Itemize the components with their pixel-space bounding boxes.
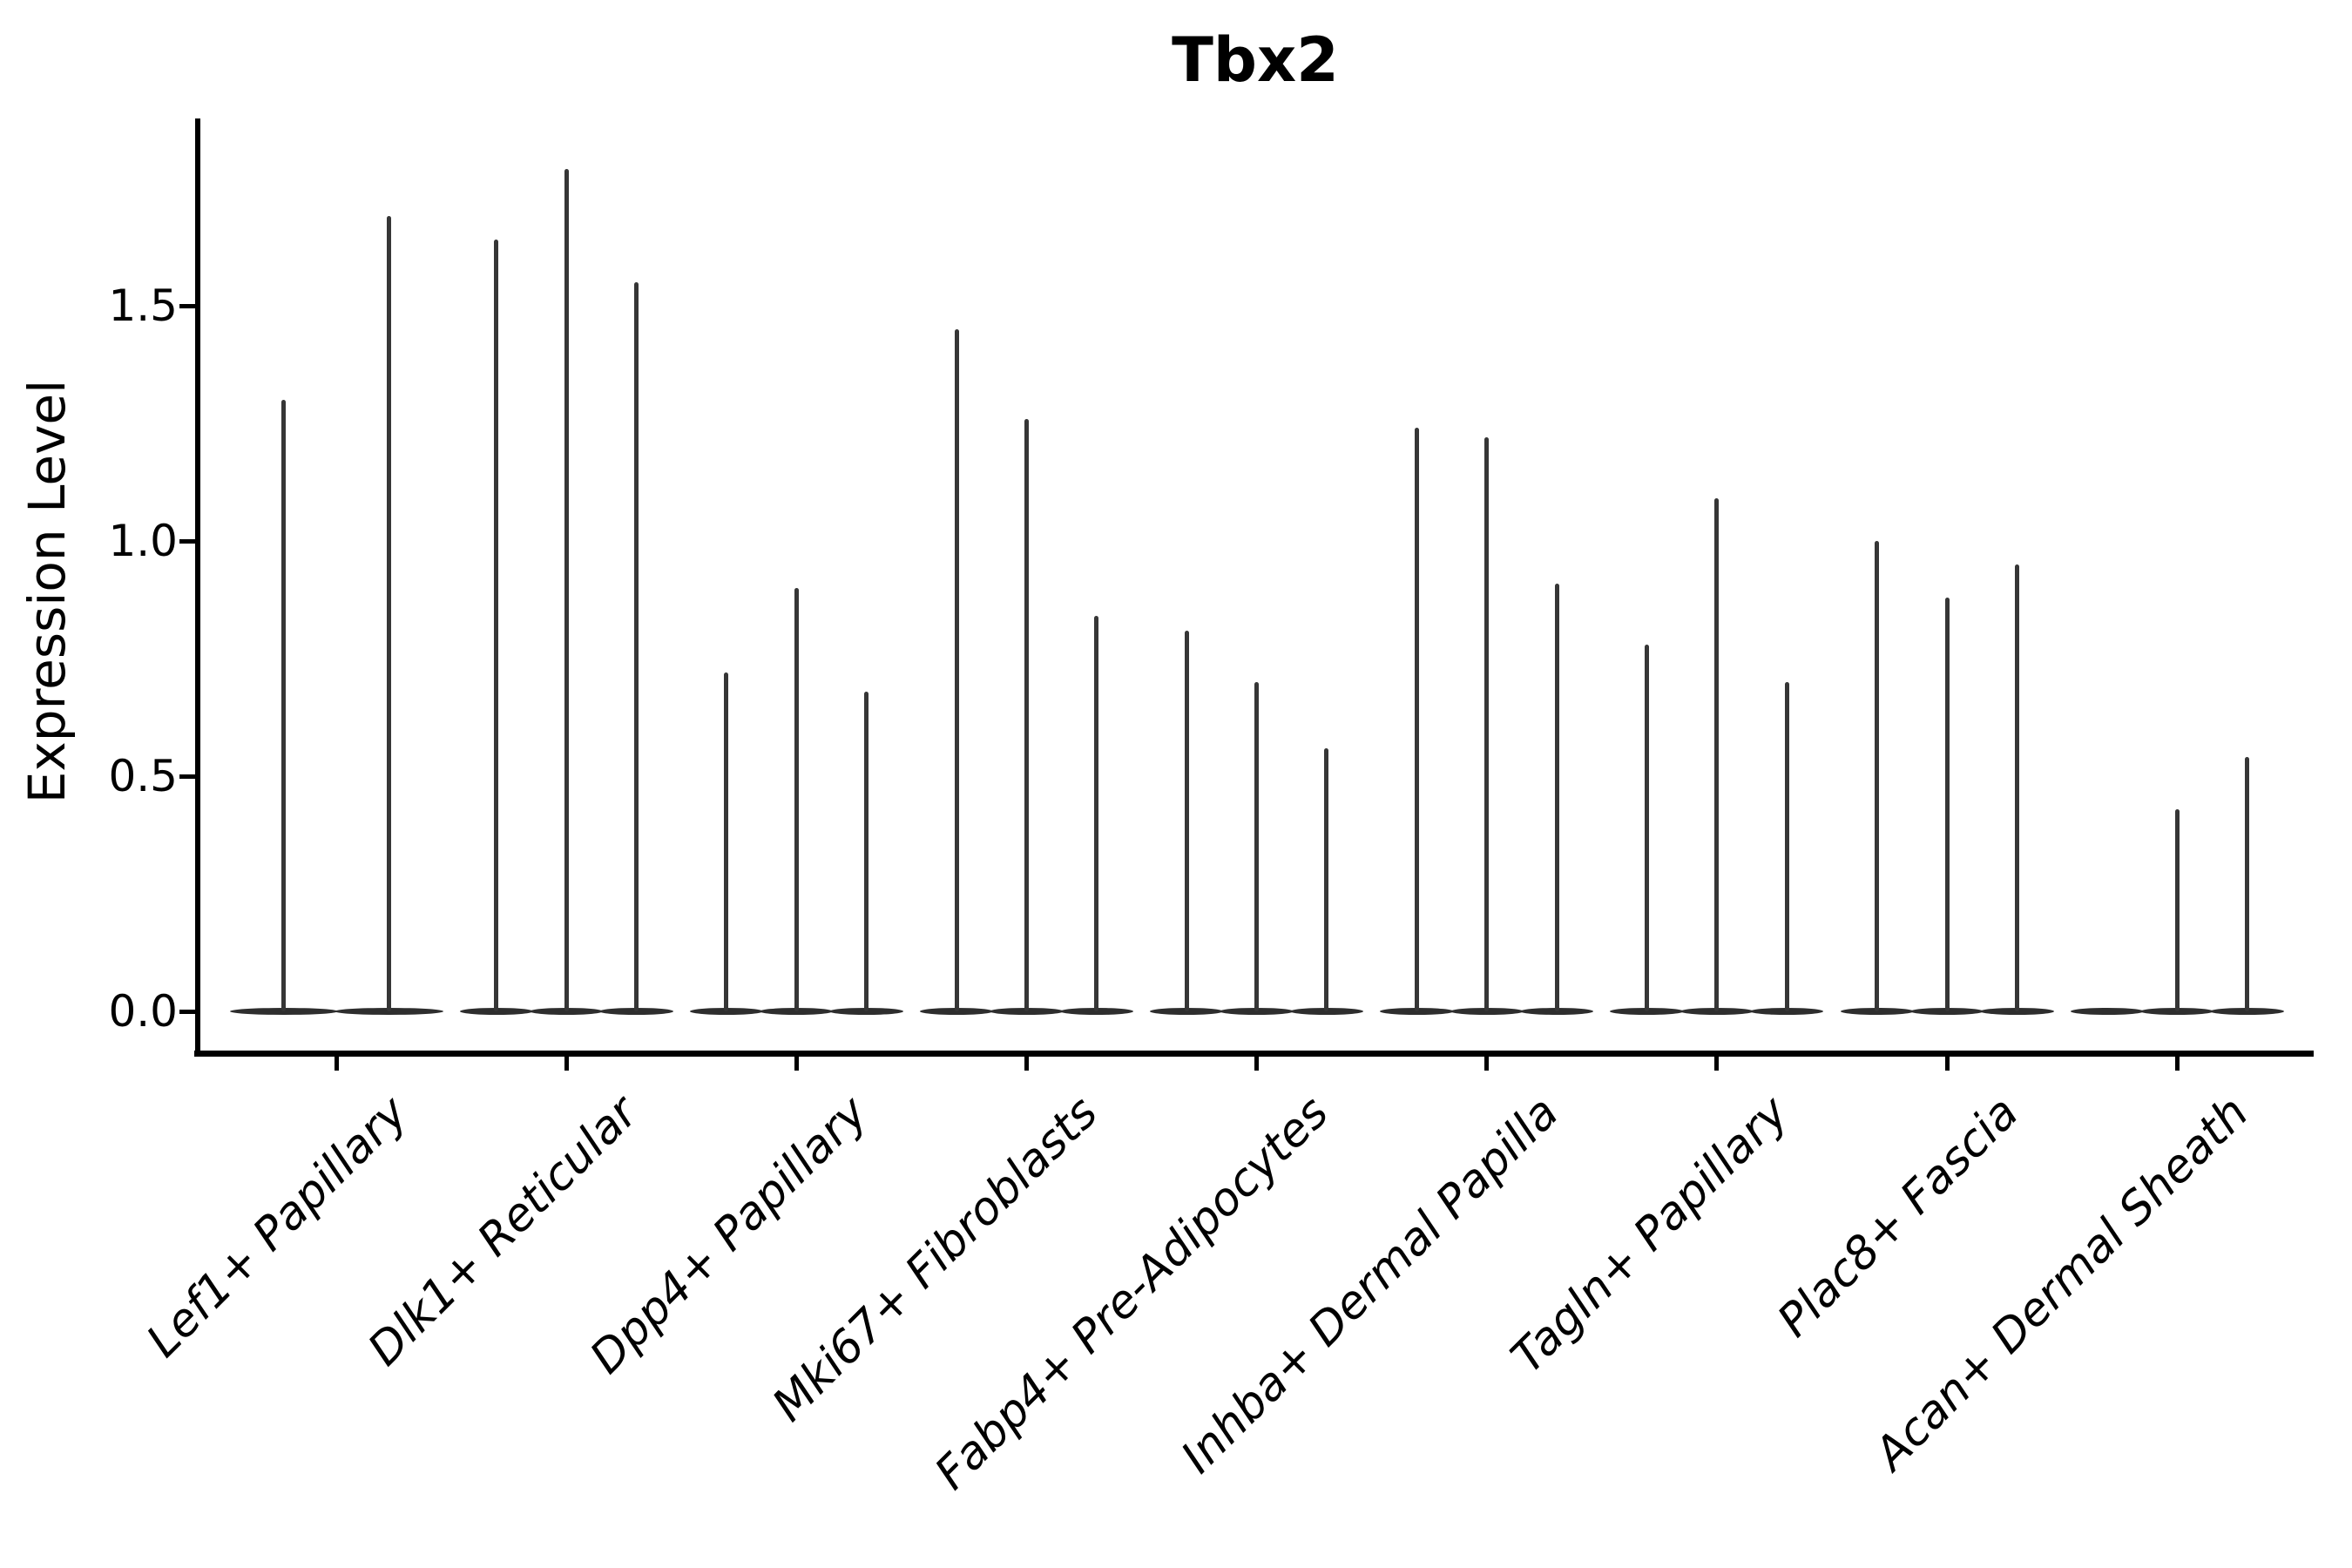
violin-spike xyxy=(281,400,287,1011)
violin-baseline xyxy=(1980,1008,2054,1015)
violin-baseline xyxy=(1289,1008,1364,1015)
violin-spike xyxy=(1324,747,1329,1011)
x-tick xyxy=(1714,1057,1720,1071)
violin-baseline xyxy=(1840,1008,1914,1015)
violin-spike xyxy=(1024,418,1029,1011)
violin-baseline xyxy=(1519,1008,1594,1015)
violin-baseline xyxy=(829,1008,903,1015)
violin-baseline xyxy=(599,1008,673,1015)
violin-spike xyxy=(1554,583,1559,1011)
violin-spike xyxy=(1484,437,1490,1011)
y-axis-line xyxy=(195,118,200,1057)
x-tick xyxy=(334,1057,339,1071)
violin-baseline xyxy=(2140,1008,2214,1015)
violin-baseline xyxy=(1380,1008,1454,1015)
x-tick xyxy=(2174,1057,2180,1071)
violin-baseline xyxy=(1059,1008,1133,1015)
violin-spike xyxy=(794,588,799,1011)
plot-title: Tbx2 xyxy=(1172,24,1339,96)
violin-baseline xyxy=(990,1008,1064,1015)
violin-spike xyxy=(1414,428,1419,1011)
x-tick xyxy=(1944,1057,1950,1071)
y-tick xyxy=(179,1009,195,1014)
violin-baseline xyxy=(1220,1008,1294,1015)
violin-baseline xyxy=(1150,1008,1224,1015)
violin-baseline xyxy=(335,1008,443,1015)
violin-baseline xyxy=(1610,1008,1684,1015)
violin-baseline xyxy=(1909,1008,1984,1015)
y-tick-label: 1.0 xyxy=(108,516,178,566)
violin-baseline xyxy=(229,1008,338,1015)
x-tick xyxy=(1254,1057,1260,1071)
violin-spike xyxy=(1944,597,1950,1011)
violin-spike xyxy=(1714,498,1720,1011)
x-tick xyxy=(1024,1057,1029,1071)
violin-spike xyxy=(386,216,391,1011)
y-tick xyxy=(179,774,195,779)
violin-baseline xyxy=(529,1008,604,1015)
violin-spike xyxy=(494,240,499,1011)
y-tick-label: 0.5 xyxy=(108,751,178,801)
violin-spike xyxy=(864,691,869,1011)
violin-spike xyxy=(954,329,959,1011)
violin-spike xyxy=(724,672,729,1011)
x-tick xyxy=(794,1057,799,1071)
x-tick xyxy=(1484,1057,1490,1071)
violin-spike xyxy=(633,282,639,1011)
violin-baseline xyxy=(1750,1008,1824,1015)
x-axis-line xyxy=(194,1051,2314,1057)
y-tick-label: 1.5 xyxy=(108,280,178,331)
violin-spike xyxy=(2014,564,2019,1011)
violin-baseline xyxy=(1450,1008,1524,1015)
violin-spike xyxy=(1254,682,1260,1011)
violin-baseline xyxy=(459,1008,533,1015)
violin-baseline xyxy=(1680,1008,1754,1015)
y-tick-label: 0.0 xyxy=(108,986,178,1037)
violin-baseline xyxy=(760,1008,834,1015)
violin-spike xyxy=(1875,541,1880,1011)
violin-spike xyxy=(2174,808,2180,1011)
violin-spike xyxy=(564,169,569,1011)
violin-baseline xyxy=(919,1008,994,1015)
violin-spike xyxy=(1184,630,1189,1011)
violin-baseline xyxy=(689,1008,764,1015)
violin-spike xyxy=(1784,682,1789,1011)
x-tick xyxy=(564,1057,569,1071)
violin-baseline xyxy=(2070,1008,2145,1015)
violin-spike xyxy=(2245,757,2250,1011)
violin-spike xyxy=(1645,644,1650,1011)
violin-spike xyxy=(1094,616,1099,1011)
violin-baseline xyxy=(2210,1008,2284,1015)
y-tick xyxy=(179,538,195,544)
y-tick xyxy=(179,303,195,308)
